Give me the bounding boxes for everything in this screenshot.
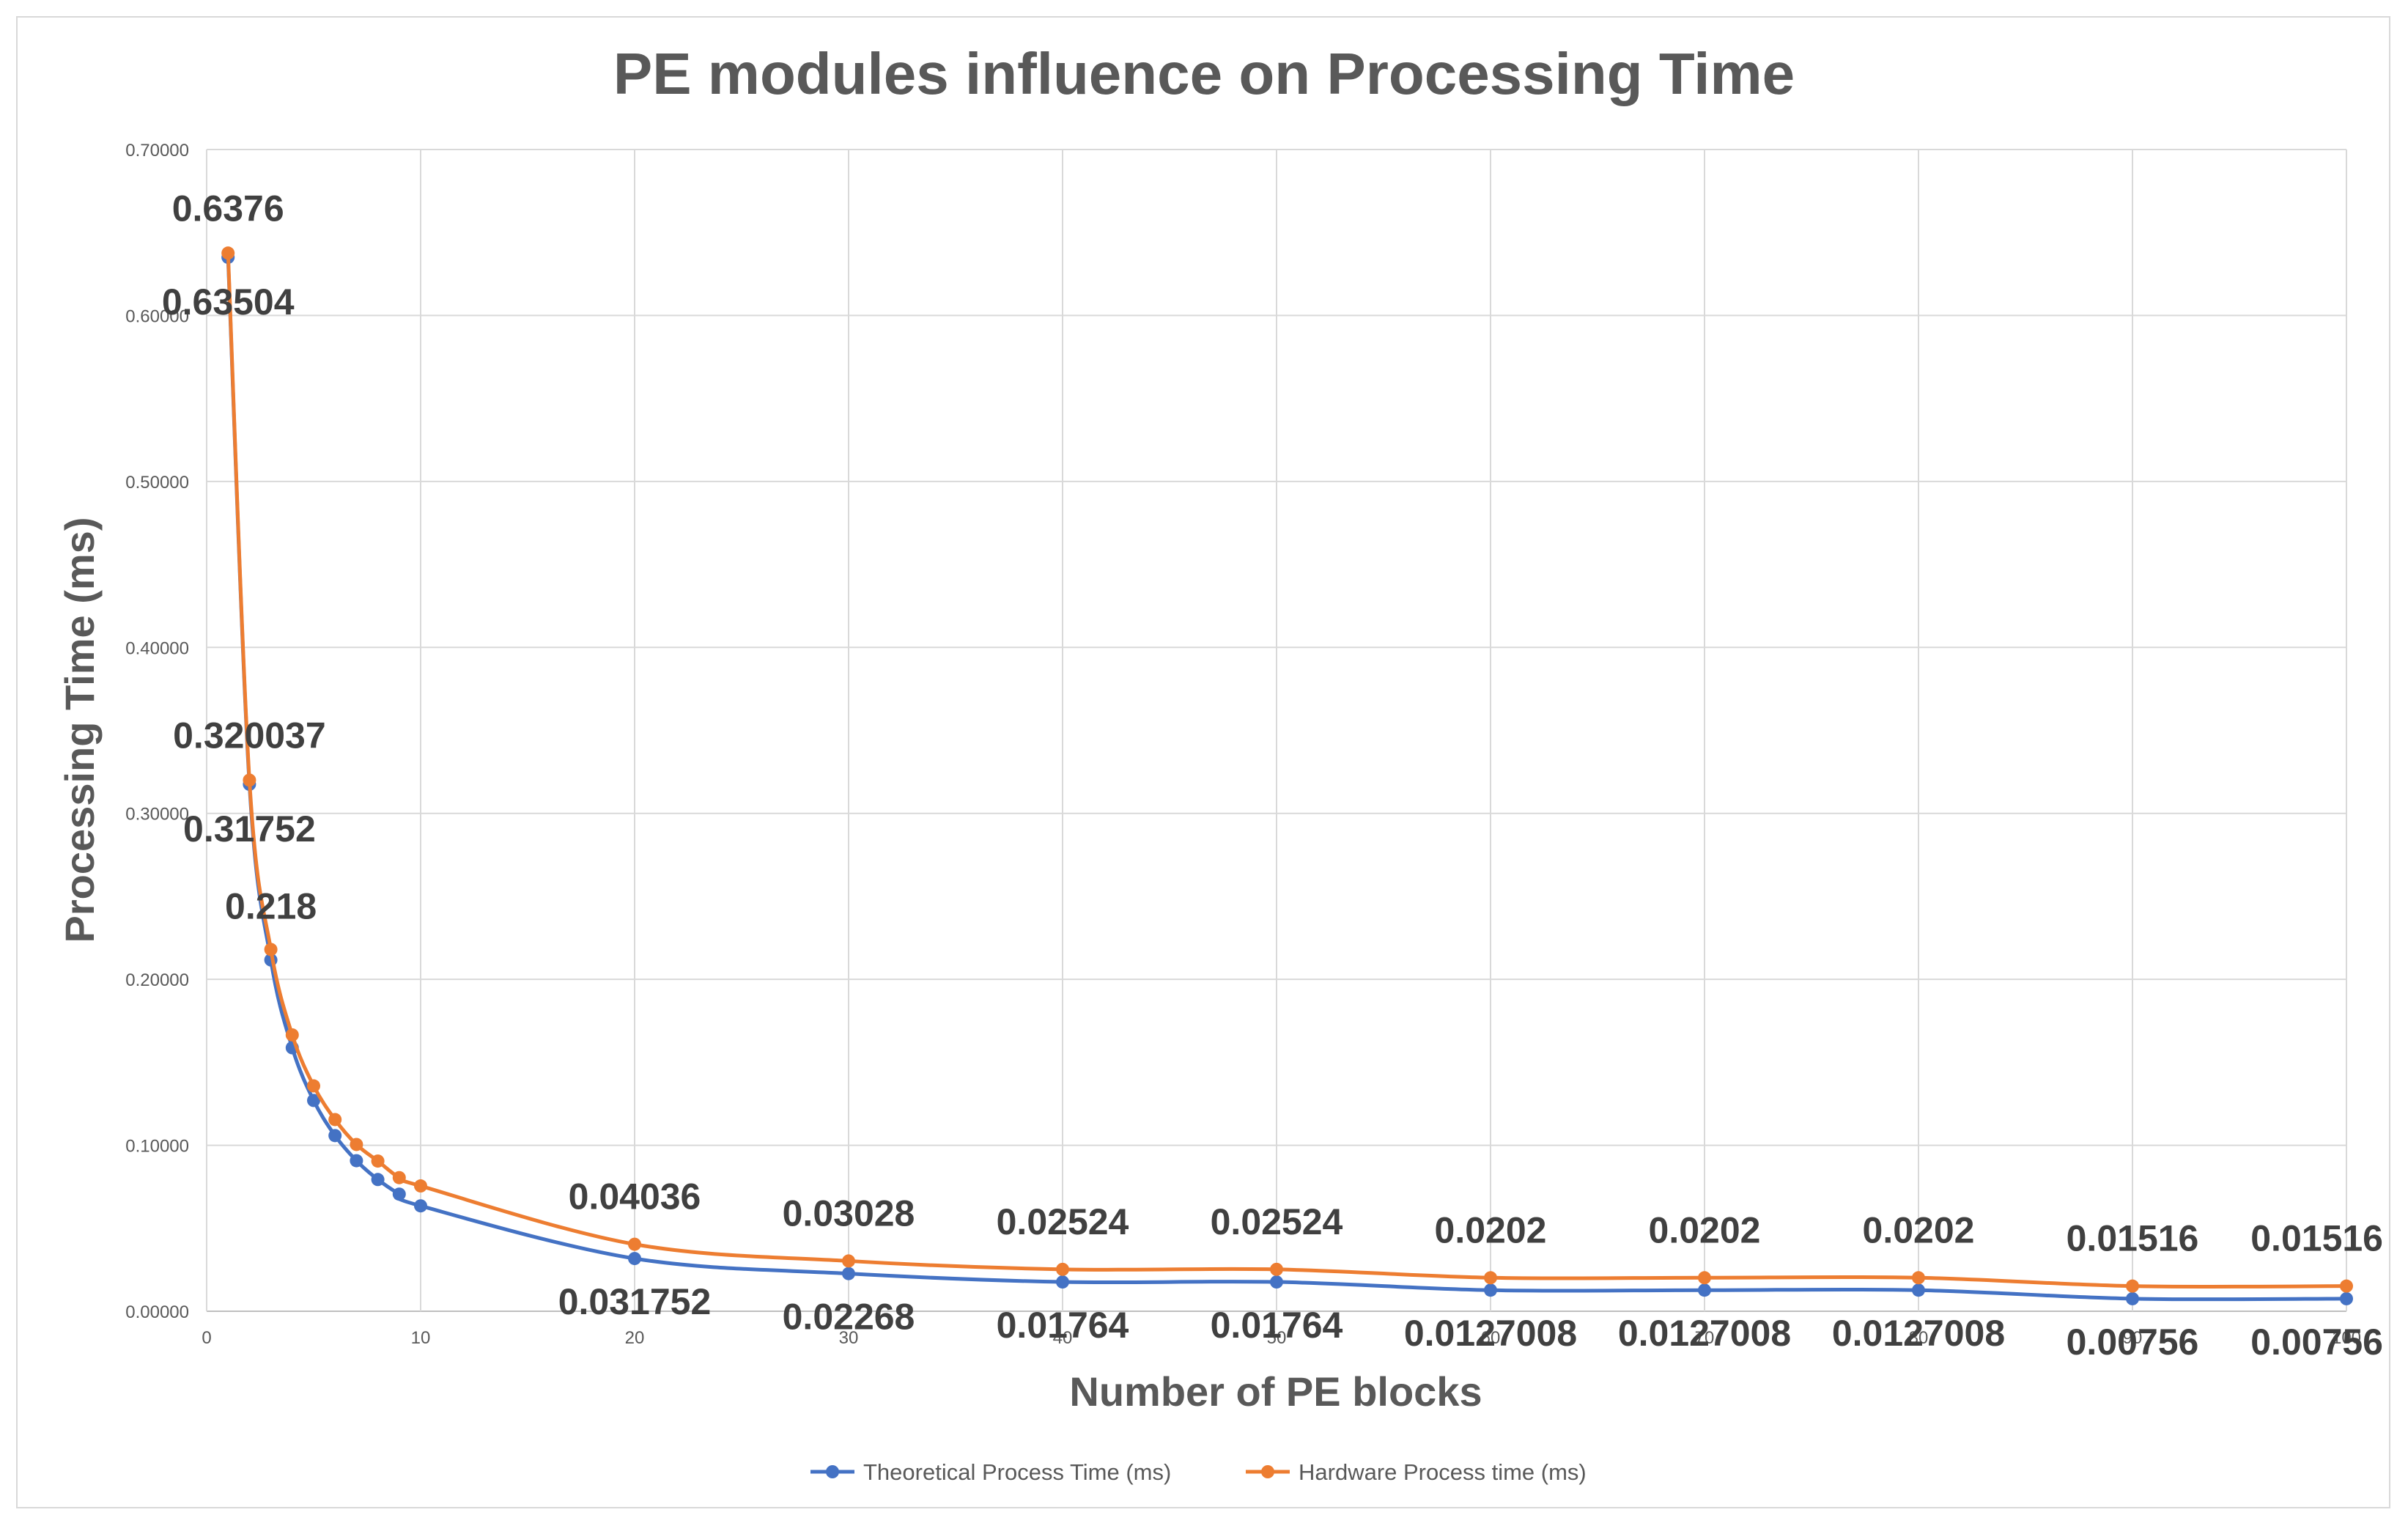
data-point-hardware xyxy=(1270,1262,1283,1276)
y-tick-label: 0.50000 xyxy=(125,473,189,493)
data-point-theoretical xyxy=(628,1252,641,1266)
data-labels: 0.63504 0.31752 0.031752 0.02268 0.01764 0.01… xyxy=(162,188,2383,1363)
x-tick-label: 0 xyxy=(202,1328,211,1348)
data-point-hardware xyxy=(1698,1271,1711,1285)
x-axis-ticks: 0 10 20 30 40 50 60 70 80 90 100 xyxy=(202,1328,2361,1348)
data-label-theoretical: 0.00756 xyxy=(2250,1322,2383,1363)
y-tick-label: 0.70000 xyxy=(125,141,189,161)
data-point-hardware xyxy=(328,1113,342,1127)
x-tick-label: 30 xyxy=(839,1328,859,1348)
data-point-hardware xyxy=(350,1138,363,1151)
x-tick-label: 10 xyxy=(411,1328,431,1348)
data-point-hardware xyxy=(307,1079,320,1093)
data-label-hardware: 0.01516 xyxy=(2250,1218,2383,1259)
data-point-theoretical xyxy=(1056,1275,1069,1289)
x-axis-title: Number of PE blocks xyxy=(1069,1368,1482,1415)
data-point-theoretical xyxy=(842,1267,855,1280)
x-tick-label: 20 xyxy=(625,1328,645,1348)
data-point-hardware xyxy=(243,773,256,787)
y-tick-label: 0.20000 xyxy=(125,970,189,990)
data-point-theoretical xyxy=(371,1173,385,1187)
legend-label-hardware: Hardware Process time (ms) xyxy=(1299,1459,1587,1485)
data-label-hardware: 0.0202 xyxy=(1649,1209,1761,1250)
data-point-theoretical xyxy=(392,1187,406,1201)
x-tick-label: 100 xyxy=(2332,1328,2361,1348)
x-tick-label: 60 xyxy=(1481,1328,1501,1348)
data-point-hardware xyxy=(2126,1279,2139,1293)
data-point-hardware xyxy=(414,1179,427,1193)
chart-title: PE modules influence on Processing Time xyxy=(613,41,1795,106)
data-label-theoretical: 0.63504 xyxy=(162,281,295,322)
data-point-theoretical xyxy=(414,1199,427,1213)
data-label-hardware: 0.0202 xyxy=(1435,1209,1547,1250)
y-tick-label: 0.60000 xyxy=(125,306,189,326)
data-label-theoretical: 0.0127008 xyxy=(1618,1313,1791,1354)
data-label-hardware: 0.02524 xyxy=(997,1201,1129,1242)
data-label-hardware: 0.03028 xyxy=(783,1193,915,1234)
data-point-hardware xyxy=(2340,1279,2353,1293)
legend-item-theoretical: Theoretical Process Time (ms) xyxy=(810,1459,1171,1485)
data-point-theoretical xyxy=(2126,1291,2139,1305)
x-tick-label: 80 xyxy=(1909,1328,1929,1348)
data-label-theoretical: 0.00756 xyxy=(2067,1322,2199,1363)
y-tick-label: 0.10000 xyxy=(125,1137,189,1157)
chart-area xyxy=(16,16,2390,1508)
data-label-theoretical: 0.0127008 xyxy=(1832,1313,2005,1354)
data-label-hardware: 0.02524 xyxy=(1211,1201,1343,1242)
data-point-theoretical xyxy=(1270,1275,1283,1289)
data-label-theoretical: 0.031752 xyxy=(558,1281,712,1322)
series-group xyxy=(221,246,2353,1305)
series-hardware xyxy=(221,246,2353,1293)
data-label-theoretical: 0.01764 xyxy=(997,1305,1129,1346)
data-label-hardware: 0.320037 xyxy=(173,715,326,756)
data-point-hardware xyxy=(221,246,235,260)
y-tick-label: 0.40000 xyxy=(125,638,189,658)
data-label-theoretical: 0.02268 xyxy=(783,1297,915,1338)
data-point-hardware xyxy=(1484,1271,1497,1285)
series-line-theoretical xyxy=(226,257,2347,1302)
data-point-theoretical xyxy=(1484,1283,1497,1297)
data-point-hardware xyxy=(842,1254,855,1268)
data-point-hardware xyxy=(1912,1271,1925,1285)
data-point-theoretical xyxy=(1912,1283,1925,1297)
y-axis-ticks: 0.00000 0.10000 0.20000 0.30000 0.40000 0.500… xyxy=(125,141,189,1322)
data-label-hardware: 0.6376 xyxy=(172,188,284,229)
y-axis-title: Processing Time (ms) xyxy=(56,517,103,943)
data-label-hardware: 0.04036 xyxy=(569,1176,701,1217)
data-point-hardware xyxy=(264,943,278,956)
x-tick-label: 90 xyxy=(2123,1328,2143,1348)
x-tick-label: 70 xyxy=(1695,1328,1715,1348)
data-point-theoretical xyxy=(1698,1283,1711,1297)
data-point-theoretical xyxy=(328,1129,342,1143)
data-label-hardware: 0.0202 xyxy=(1863,1209,1975,1250)
data-point-hardware xyxy=(1056,1262,1069,1276)
data-label-theoretical: 0.0127008 xyxy=(1404,1313,1577,1354)
gridlines xyxy=(206,149,2347,1312)
y-tick-label: 0.30000 xyxy=(125,805,189,825)
data-point-hardware xyxy=(285,1028,299,1042)
series-line-hardware xyxy=(226,253,2347,1289)
data-label-theoretical: 0.31752 xyxy=(183,808,316,849)
x-tick-label: 40 xyxy=(1053,1328,1073,1348)
data-point-hardware xyxy=(628,1237,641,1251)
legend-marker-theoretical xyxy=(826,1465,839,1478)
legend-item-hardware: Hardware Process time (ms) xyxy=(1246,1459,1587,1485)
data-point-theoretical xyxy=(350,1154,363,1168)
data-label-hardware: 0.01516 xyxy=(2067,1218,2199,1259)
x-tick-label: 50 xyxy=(1267,1328,1287,1348)
data-point-hardware xyxy=(371,1154,385,1168)
data-point-theoretical xyxy=(2340,1291,2353,1305)
data-label-hardware: 0.218 xyxy=(225,885,317,926)
legend-label-theoretical: Theoretical Process Time (ms) xyxy=(863,1459,1171,1485)
legend-marker-hardware xyxy=(1261,1465,1274,1478)
data-point-hardware xyxy=(392,1171,406,1184)
series-theoretical xyxy=(221,251,2353,1305)
y-tick-label: 0.00000 xyxy=(125,1302,189,1322)
data-label-theoretical: 0.01764 xyxy=(1211,1305,1343,1346)
data-point-theoretical xyxy=(307,1094,320,1107)
legend: Theoretical Process Time (ms) Hardware Pr… xyxy=(810,1459,1587,1485)
